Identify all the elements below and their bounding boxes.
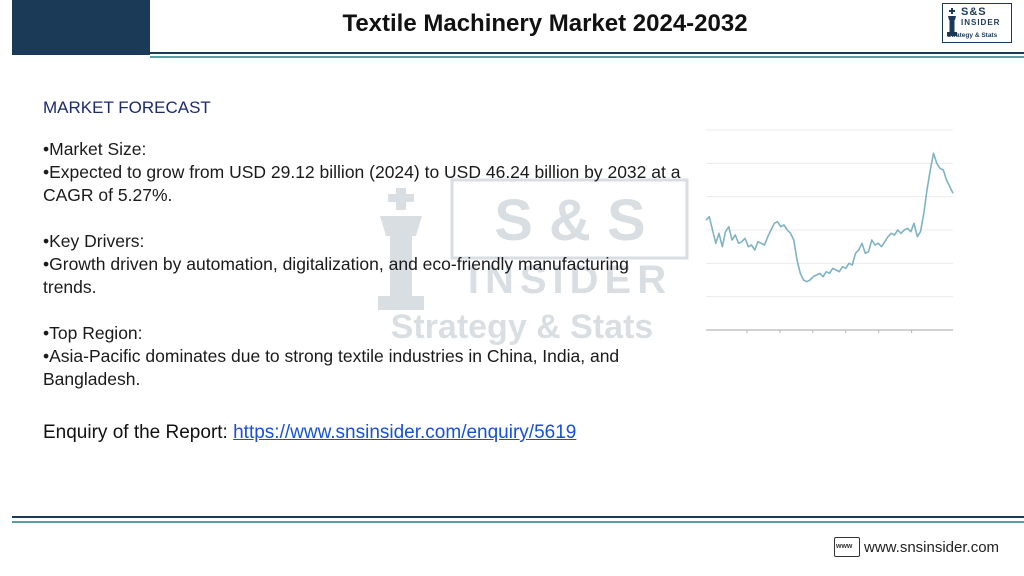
watermark-text-tagline: Strategy & Stats — [391, 308, 654, 346]
key-drivers-detail: •Growth driven by automation, digitaliza… — [43, 254, 629, 297]
top-region-label: •Top Region: — [43, 323, 143, 343]
footer-website: www www.snsinsider.com — [834, 536, 999, 558]
watermark-text-ss: S & S — [494, 188, 646, 253]
chart-series-line-0 — [705, 152, 954, 283]
logo-tagline: Strategy & Stats — [947, 32, 998, 39]
enquiry-line: Enquiry of the Report: https://www.snsin… — [43, 422, 576, 444]
footer-divider-teal — [12, 521, 1024, 523]
header-divider-navy — [150, 52, 1024, 54]
footer-divider-navy — [12, 516, 1024, 518]
top-region-detail: •Asia-Pacific dominates due to strong te… — [43, 346, 620, 389]
key-drivers-label: •Key Drivers: — [43, 231, 145, 251]
chess-king-icon — [947, 8, 957, 36]
watermark-logo: S & S INSIDER Strategy & Stats — [378, 178, 689, 346]
logo-text-insider: INSIDER — [961, 18, 1001, 27]
www-icon: www — [834, 537, 860, 557]
section-heading: MARKET FORECAST — [43, 98, 211, 117]
header-divider-teal — [150, 56, 1024, 58]
header-accent-block — [12, 0, 150, 55]
logo-text-ss: S&S — [961, 6, 987, 18]
market-trend-chart — [705, 129, 954, 333]
enquiry-link[interactable]: https://www.snsinsider.com/enquiry/5619 — [233, 422, 577, 443]
enquiry-label: Enquiry of the Report: — [43, 422, 228, 443]
page-title: Textile Machinery Market 2024-2032 — [342, 10, 748, 37]
watermark-text-insider: INSIDER — [468, 258, 672, 302]
forecast-text: •Market Size: •Expected to grow from USD… — [43, 138, 683, 391]
market-size-detail: •Expected to grow from USD 29.12 billion… — [43, 162, 681, 205]
market-size-label: •Market Size: — [43, 139, 147, 159]
footer-url[interactable]: www.snsinsider.com — [864, 538, 1000, 556]
sns-insider-logo: S&S INSIDER Strategy & Stats — [942, 3, 1012, 43]
